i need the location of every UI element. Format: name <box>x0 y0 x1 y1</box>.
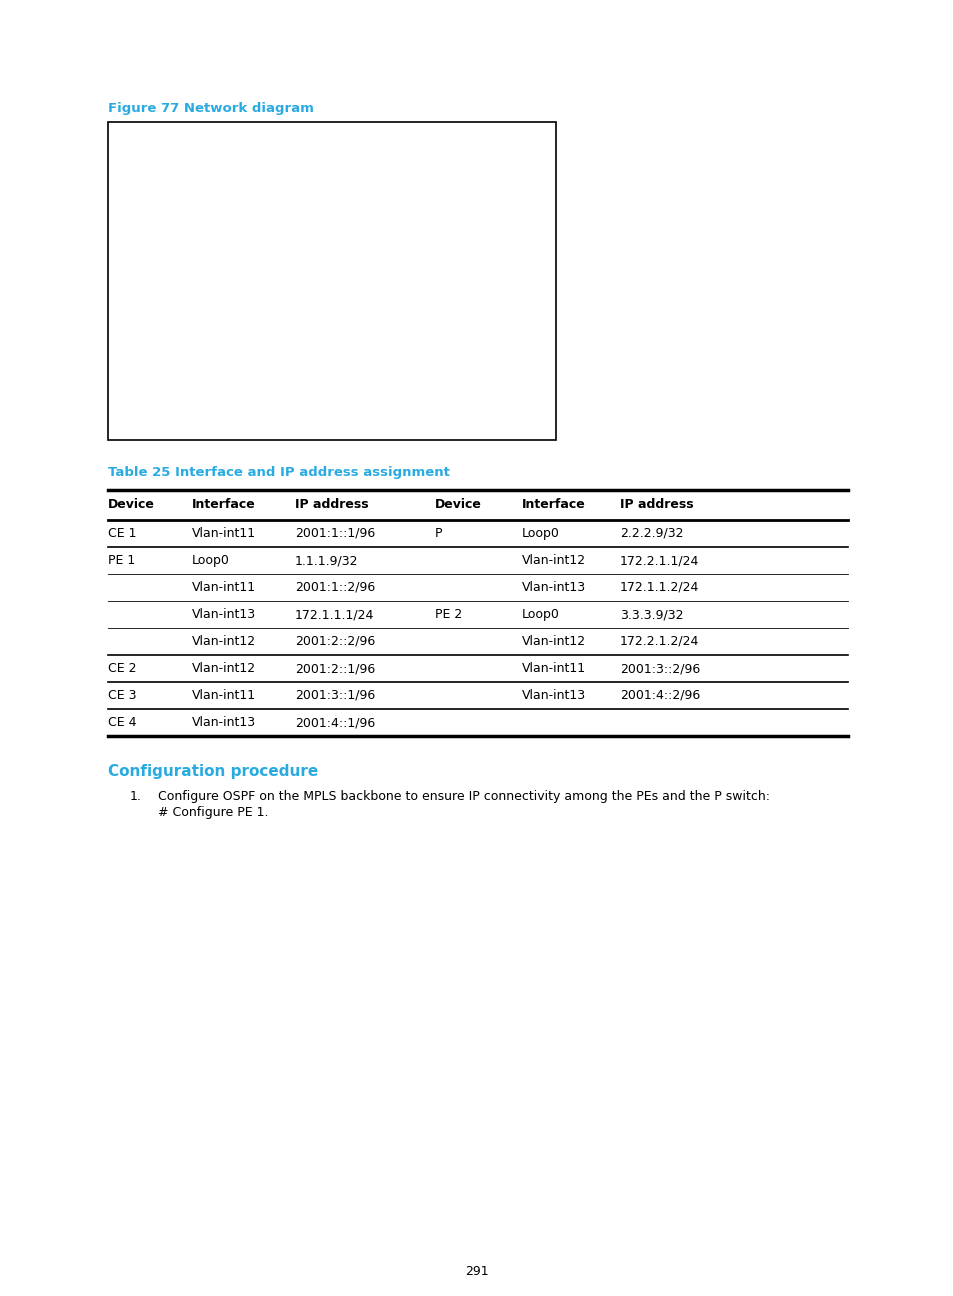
Text: Vlan-int11: Vlan-int11 <box>192 581 255 594</box>
Text: Vlan-int13: Vlan-int13 <box>521 689 585 702</box>
Text: 2001:1::1/96: 2001:1::1/96 <box>294 527 375 540</box>
Text: CE 2: CE 2 <box>108 662 136 675</box>
Text: Interface: Interface <box>521 498 585 511</box>
Text: 1.: 1. <box>130 791 142 804</box>
Text: 2001:3::2/96: 2001:3::2/96 <box>619 662 700 675</box>
Text: 2.2.2.9/32: 2.2.2.9/32 <box>619 527 682 540</box>
Text: Device: Device <box>108 498 154 511</box>
Text: 2001:1::2/96: 2001:1::2/96 <box>294 581 375 594</box>
Text: IP address: IP address <box>294 498 368 511</box>
Text: 2001:4::2/96: 2001:4::2/96 <box>619 689 700 702</box>
Text: Vlan-int12: Vlan-int12 <box>192 662 255 675</box>
Text: 2001:2::2/96: 2001:2::2/96 <box>294 635 375 648</box>
Text: Table 25 Interface and IP address assignment: Table 25 Interface and IP address assign… <box>108 467 450 480</box>
Text: 1.1.1.9/32: 1.1.1.9/32 <box>294 553 358 568</box>
Text: Loop0: Loop0 <box>192 553 230 568</box>
Text: Vlan-int11: Vlan-int11 <box>192 527 255 540</box>
Bar <box>108 122 556 441</box>
Text: IP address: IP address <box>619 498 693 511</box>
Text: 172.2.1.2/24: 172.2.1.2/24 <box>619 635 699 648</box>
Text: PE 1: PE 1 <box>108 553 135 568</box>
Text: Loop0: Loop0 <box>521 608 559 621</box>
Text: 172.2.1.1/24: 172.2.1.1/24 <box>619 553 699 568</box>
Text: Vlan-int11: Vlan-int11 <box>521 662 585 675</box>
Text: Device: Device <box>435 498 481 511</box>
Text: 2001:4::1/96: 2001:4::1/96 <box>294 715 375 728</box>
Text: CE 1: CE 1 <box>108 527 136 540</box>
Text: 172.1.1.2/24: 172.1.1.2/24 <box>619 581 699 594</box>
Text: Vlan-int11: Vlan-int11 <box>192 689 255 702</box>
Text: Vlan-int12: Vlan-int12 <box>521 635 585 648</box>
Text: 2001:3::1/96: 2001:3::1/96 <box>294 689 375 702</box>
Text: Configuration procedure: Configuration procedure <box>108 765 318 779</box>
Text: PE 2: PE 2 <box>435 608 462 621</box>
Text: # Configure PE 1.: # Configure PE 1. <box>158 806 268 819</box>
Text: 291: 291 <box>465 1265 488 1278</box>
Text: Vlan-int12: Vlan-int12 <box>521 553 585 568</box>
Text: Figure 77 Network diagram: Figure 77 Network diagram <box>108 102 314 115</box>
Text: Loop0: Loop0 <box>521 527 559 540</box>
Text: 172.1.1.1/24: 172.1.1.1/24 <box>294 608 374 621</box>
Text: 2001:2::1/96: 2001:2::1/96 <box>294 662 375 675</box>
Text: Vlan-int13: Vlan-int13 <box>192 608 255 621</box>
Text: CE 4: CE 4 <box>108 715 136 728</box>
Text: 3.3.3.9/32: 3.3.3.9/32 <box>619 608 682 621</box>
Text: Vlan-int13: Vlan-int13 <box>521 581 585 594</box>
Text: Interface: Interface <box>192 498 255 511</box>
Text: Vlan-int13: Vlan-int13 <box>192 715 255 728</box>
Text: P: P <box>435 527 442 540</box>
Text: CE 3: CE 3 <box>108 689 136 702</box>
Text: Configure OSPF on the MPLS backbone to ensure IP connectivity among the PEs and : Configure OSPF on the MPLS backbone to e… <box>158 791 769 804</box>
Text: Vlan-int12: Vlan-int12 <box>192 635 255 648</box>
